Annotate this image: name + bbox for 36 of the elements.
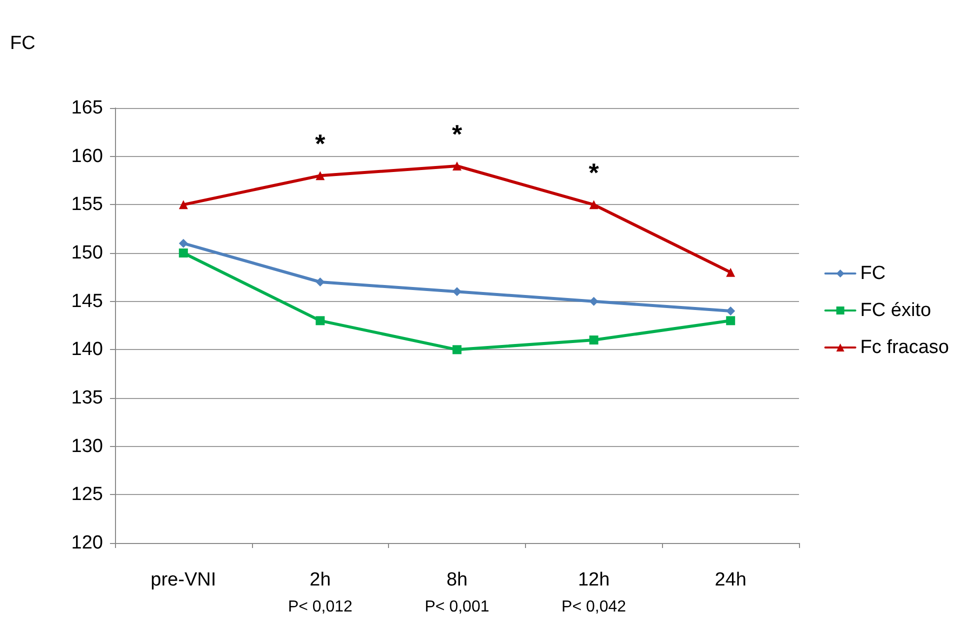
- point: [316, 316, 325, 326]
- x-tick-label: 2h P< 0,012: [288, 570, 353, 616]
- y-tick-label: 165: [71, 98, 103, 118]
- y-tick-label: 120: [71, 532, 103, 554]
- y-tick-label: 135: [71, 388, 103, 408]
- point: [452, 345, 462, 354]
- point: [589, 336, 598, 344]
- y-tick-label: 150: [71, 242, 103, 264]
- legend-label: FC: [860, 263, 886, 284]
- point: [452, 287, 462, 296]
- point: [589, 200, 598, 210]
- annotation: *: [315, 128, 326, 159]
- y-axis-title: FC: [10, 33, 36, 54]
- x-tick-label: 12h P< 0,042: [562, 570, 626, 616]
- point: [316, 278, 325, 286]
- y-tick-label: 160: [71, 146, 103, 167]
- point: [316, 171, 325, 180]
- legend-label: FC éxito: [860, 300, 932, 321]
- point: [726, 268, 736, 277]
- point: [178, 248, 188, 258]
- point: [726, 316, 736, 326]
- point: [178, 200, 188, 210]
- point: [178, 238, 188, 248]
- annotation: *: [452, 119, 463, 149]
- y-tick-label: 145: [71, 290, 103, 312]
- x-tick-label: 24h: [714, 570, 746, 590]
- y-tick-label: 130: [71, 436, 103, 457]
- legend-label: Fc fracaso: [860, 337, 950, 358]
- annotation: *: [588, 158, 600, 188]
- x-tick-label: pre-VNI: [150, 570, 216, 590]
- y-tick-label: 140: [71, 339, 103, 360]
- point: [452, 162, 462, 170]
- x-tick-label: 8h P< 0,001: [424, 570, 490, 616]
- point: [726, 306, 736, 316]
- y-tick-label: 155: [71, 194, 103, 216]
- y-tick-label: 125: [71, 484, 103, 506]
